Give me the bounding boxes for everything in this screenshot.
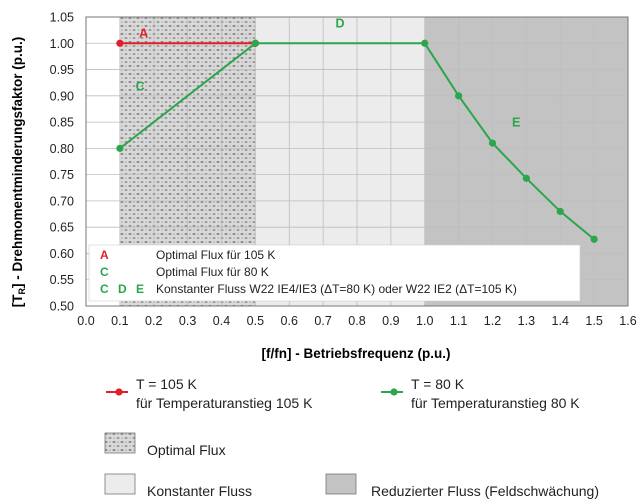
y-tick-label: 0.70 xyxy=(50,194,74,208)
series-point-2 xyxy=(455,92,463,100)
x-tick-label: 0.9 xyxy=(382,314,399,328)
y-tick-label: 1.05 xyxy=(50,11,74,25)
x-tick-label: 0.6 xyxy=(281,314,298,328)
x-tick-label: 0.2 xyxy=(145,314,162,328)
x-axis-label: [f/fn] - Betriebsfrequenz (p.u.) xyxy=(262,346,451,361)
y-tick-label: 0.55 xyxy=(50,273,74,287)
x-tick-label: 1.3 xyxy=(518,314,535,328)
y-tick-label: 0.80 xyxy=(50,142,74,156)
inset-legend-box xyxy=(88,244,581,302)
x-tick-label: 0.3 xyxy=(179,314,196,328)
x-tick-label: 0.1 xyxy=(111,314,128,328)
series-point-2 xyxy=(590,235,598,243)
y-tick-label: 0.60 xyxy=(50,247,74,261)
annotations: A C D E xyxy=(136,17,521,130)
y-tick-label: 0.95 xyxy=(50,63,74,77)
x-tick-label: 1.6 xyxy=(619,314,636,328)
y-tick-label: 0.75 xyxy=(50,168,74,182)
axes xyxy=(85,16,629,307)
legend-region-label: Optimal Flux xyxy=(147,442,226,458)
inset-legend-key: E xyxy=(136,282,144,296)
inset-legend-key: C xyxy=(100,265,109,279)
legend-swatch-constant-flux xyxy=(104,473,136,495)
plot-frame xyxy=(85,16,629,307)
series-point-2 xyxy=(522,174,530,182)
legend-series-name: T = 80 K xyxy=(411,376,465,392)
legend-region-label: Konstanter Fluss xyxy=(147,483,252,499)
inset-legend-text: Konstanter Fluss W22 IE4/IE3 (ΔT=80 K) o… xyxy=(156,282,517,296)
legend-series-sub: für Temperaturanstieg 105 K xyxy=(136,395,313,411)
legend-region-label: Reduzierter Fluss (Feldschwächung) xyxy=(371,483,599,499)
x-tick-label: 1.0 xyxy=(416,314,433,328)
x-tick-label: 1.1 xyxy=(450,314,467,328)
y-tick-label: 0.65 xyxy=(50,221,74,235)
series-line-2 xyxy=(119,42,595,241)
x-tick-label: 1.4 xyxy=(552,314,569,328)
y-axis-label-sub: R xyxy=(17,288,27,295)
y-axis-label-main: [T xyxy=(10,294,25,307)
x-tick-label: 0.5 xyxy=(247,314,264,328)
y-tick-label: 0.90 xyxy=(50,89,74,103)
series-point-2 xyxy=(488,139,497,147)
x-tick-label: 1.2 xyxy=(484,314,501,328)
inset-legend-key: C xyxy=(100,282,109,296)
x-tick-label: 1.5 xyxy=(585,314,602,328)
y-tick-label: 0.50 xyxy=(50,300,74,314)
inset-legend-key: D xyxy=(118,282,127,296)
inset-legend-key: A xyxy=(100,248,109,262)
y-axis-label: [TR] - Drehmomentminderungsfaktor (p.u.) xyxy=(10,37,27,308)
inset-legend: A Optimal Flux für 105 K C Optimal Flux für… xyxy=(88,244,581,302)
legend-series-name: T = 105 K xyxy=(136,376,198,392)
series-point-2 xyxy=(556,207,564,216)
y-tick-label: 1.00 xyxy=(50,37,74,51)
annotation-C: C xyxy=(136,80,145,94)
series-point-1 xyxy=(116,39,124,47)
annotation-E: E xyxy=(512,115,520,129)
legend-swatch-optimal-flux xyxy=(104,432,136,454)
x-tick-label: 0.4 xyxy=(213,314,230,328)
y-tick-label: 0.85 xyxy=(50,116,74,130)
legend-marker-2 xyxy=(390,388,398,396)
annotation-A: A xyxy=(139,26,148,40)
legend-marker-1 xyxy=(115,388,123,396)
bottom-legend: T = 105 K für Temperaturanstieg 105 K T = … xyxy=(104,376,599,499)
annotation-D: D xyxy=(336,17,345,31)
legend-swatch-reduced-flux xyxy=(325,473,357,495)
data-series xyxy=(116,39,598,243)
x-tick-label: 0.7 xyxy=(314,314,331,328)
legend-series-sub: für Temperaturanstieg 80 K xyxy=(411,395,580,411)
series-point-2 xyxy=(251,39,259,47)
tick-labels: 0.0 0.1 0.2 0.3 0.4 0.5 0.6 0.7 0.8 0.9 1.0 1.1 1.2 1… xyxy=(50,11,637,329)
series-point-2 xyxy=(116,144,124,152)
x-tick-label: 0.8 xyxy=(348,314,365,328)
series-point-2 xyxy=(421,39,429,47)
inset-legend-text: Optimal Flux für 80 K xyxy=(156,265,269,279)
inset-legend-text: Optimal Flux für 105 K xyxy=(156,248,275,262)
y-axis-label-rest: ] - Drehmomentminderungsfaktor (p.u.) xyxy=(10,37,25,288)
x-tick-label: 0.0 xyxy=(77,314,94,328)
